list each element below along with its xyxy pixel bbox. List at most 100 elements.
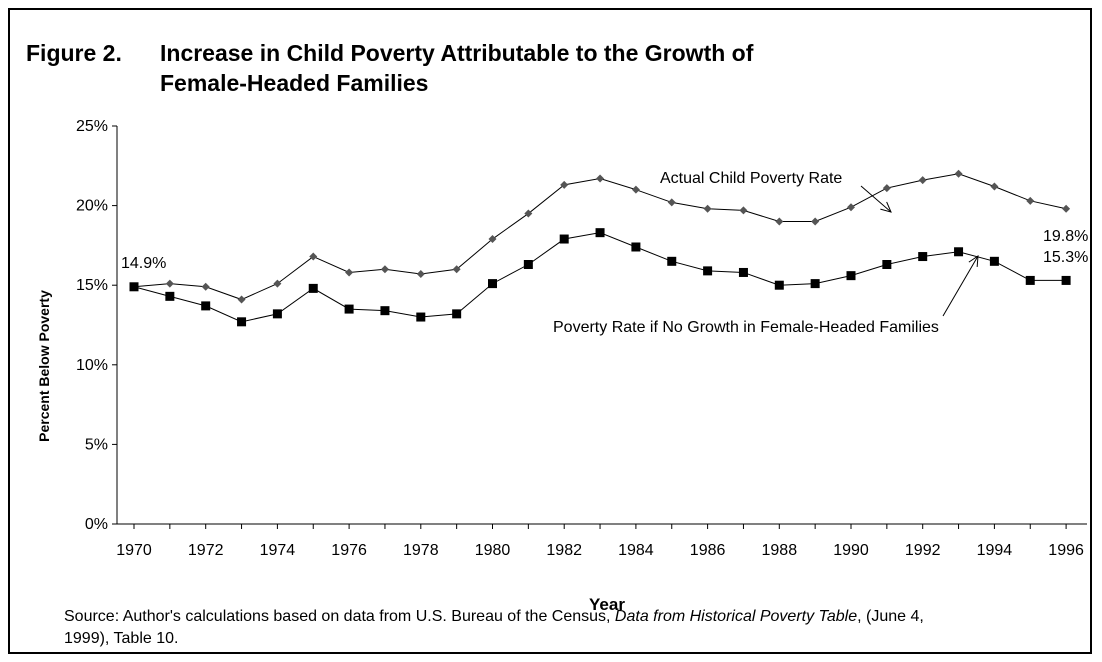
x-tick-label: 1986 (690, 542, 726, 559)
data-point (380, 265, 389, 274)
data-point (811, 217, 820, 226)
figure-frame (8, 8, 1092, 654)
data-point (918, 252, 928, 262)
y-tick-label: 15% (76, 277, 108, 294)
data-point (1026, 196, 1035, 205)
data-point (201, 282, 210, 291)
data-point (631, 242, 641, 252)
y-tick-label: 20% (76, 198, 108, 215)
actual-series-callout: Actual Child Poverty Rate (660, 170, 842, 187)
data-point (201, 301, 211, 311)
actual-callout-arrow (860, 185, 892, 213)
data-point (739, 206, 748, 215)
data-point (272, 309, 282, 319)
x-tick-label: 1978 (403, 542, 439, 559)
data-point (308, 283, 318, 293)
x-tick-label: 1988 (762, 542, 798, 559)
data-point (380, 306, 390, 316)
data-point (165, 279, 174, 288)
series-2 (129, 228, 1071, 327)
callout-arrows (860, 185, 979, 317)
data-point (524, 209, 533, 218)
figure-title: Figure 2. Increase in Child Poverty Attri… (26, 38, 753, 98)
data-point (416, 312, 426, 322)
x-axis-label: Year (589, 595, 625, 614)
data-point (1025, 275, 1035, 285)
data-point (129, 282, 139, 292)
data-point (595, 228, 605, 238)
data-point (309, 252, 318, 261)
data-point (774, 280, 784, 290)
data-point (1061, 275, 1071, 285)
chart-series (129, 169, 1071, 327)
data-point (559, 234, 569, 244)
x-tick-label: 1976 (331, 542, 367, 559)
x-tick-label: 1972 (188, 542, 224, 559)
data-point (560, 180, 569, 189)
figure-title-line1: Increase in Child Poverty Attributable t… (160, 40, 754, 66)
data-point (882, 184, 891, 193)
data-point (488, 235, 497, 244)
x-tick-label: 1984 (618, 542, 654, 559)
counterfactual-series-callout: Poverty Rate if No Growth in Female-Head… (553, 319, 939, 336)
x-tick-label: 1974 (260, 542, 296, 559)
x-tick-label: 1996 (1048, 542, 1084, 559)
data-point (775, 217, 784, 226)
counterfactual-callout-arrow-head (968, 255, 979, 268)
data-point (847, 203, 855, 212)
x-axis-ticks: 1970 1972 1974 1976 1978 1980 1982 1984 1986 1988… (116, 524, 1084, 559)
end-actual-value-label: 19.8% (1043, 228, 1088, 245)
source-note: Source: Author's calculations based on d… (64, 606, 964, 650)
data-point (344, 304, 354, 314)
y-tick-label: 10% (76, 357, 108, 374)
x-tick-label: 1982 (546, 542, 582, 559)
actual-callout-arrow-head (880, 201, 892, 213)
x-tick-label: 1992 (905, 542, 941, 559)
data-point (990, 182, 999, 191)
y-axis-label: Percent Below Poverty (36, 290, 52, 442)
data-point (703, 266, 713, 276)
y-axis-ticks: 0% 5% 10% 15% 20% 25% (76, 118, 117, 533)
data-point (273, 279, 282, 288)
data-point (882, 260, 892, 270)
data-point (918, 176, 927, 185)
data-point (488, 279, 497, 289)
source-italic: Data from Historical Poverty Table (614, 608, 858, 625)
data-point (345, 268, 354, 277)
figure-number: Figure 2. (26, 40, 122, 66)
x-tick-label: 1994 (977, 542, 1013, 559)
y-tick-label: 0% (85, 516, 108, 533)
x-tick-label: 1980 (475, 542, 511, 559)
data-point (596, 174, 605, 183)
data-point (810, 279, 820, 289)
data-point (523, 260, 533, 270)
chart-axes (116, 126, 1087, 525)
series-line (133, 232, 1067, 323)
data-point (667, 256, 677, 266)
figure-title-line2: Female-Headed Families (160, 70, 429, 96)
data-point (954, 169, 963, 178)
x-tick-label: 1970 (116, 542, 152, 559)
data-point (416, 270, 425, 279)
data-point (165, 291, 175, 301)
data-point (989, 256, 999, 266)
source-suffix: , (June 4, 1999), Table 10. (64, 608, 924, 647)
data-point (452, 309, 462, 319)
end-counterfactual-value-label: 15.3% (1043, 249, 1088, 266)
y-tick-label: 5% (85, 436, 108, 453)
counterfactual-callout-arrow (942, 255, 979, 317)
data-point (667, 198, 676, 207)
data-point (954, 247, 964, 257)
data-point (631, 185, 640, 194)
data-point (738, 267, 748, 277)
x-tick-label: 1990 (833, 542, 869, 559)
data-point (237, 317, 247, 327)
start-value-label: 14.9% (121, 255, 166, 272)
source-prefix: Source: Author's calculations based on d… (64, 608, 615, 625)
data-point (703, 204, 712, 213)
data-point (846, 271, 856, 281)
y-tick-label: 25% (76, 118, 108, 135)
data-point (1062, 204, 1071, 213)
series-1 (130, 169, 1071, 304)
